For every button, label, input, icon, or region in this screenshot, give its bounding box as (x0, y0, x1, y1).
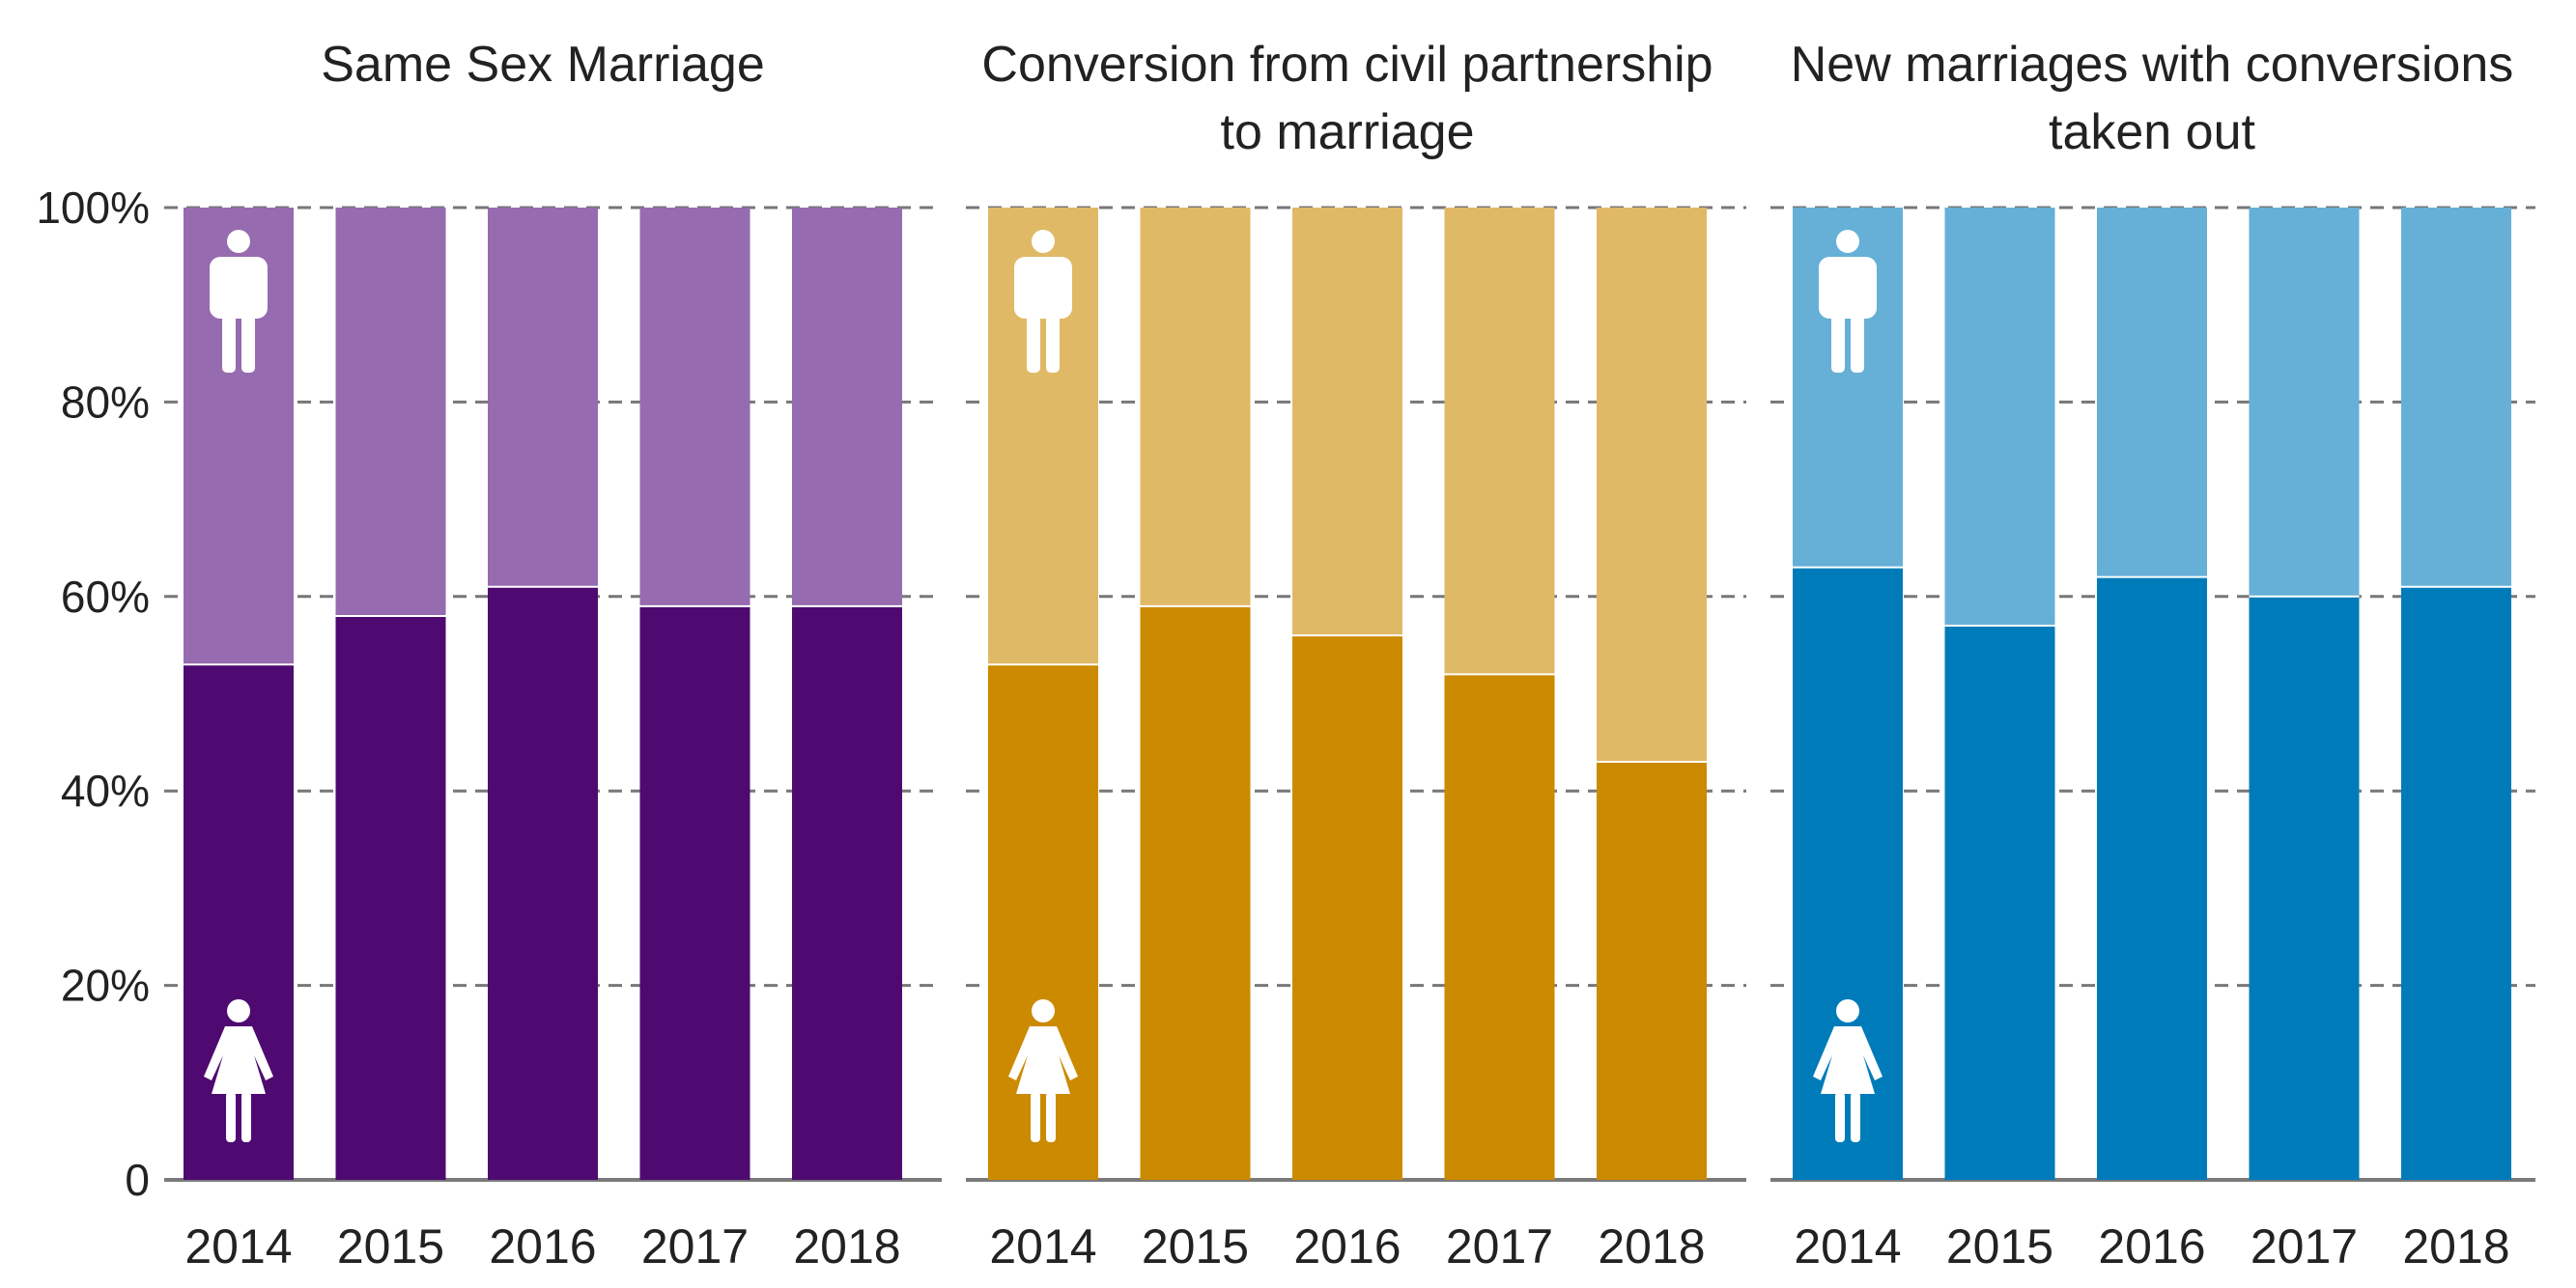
chart-title: Conversion from civil partnership (981, 37, 1713, 93)
bar-segment-female (1944, 626, 2055, 1180)
x-tick-label: 2015 (1142, 1219, 1249, 1274)
bar-segment-female (2249, 596, 2360, 1180)
chart-title: taken out (2049, 104, 2255, 160)
bar-segment-female (335, 615, 446, 1180)
bar-segment-male (2097, 208, 2207, 577)
icon-head (1032, 999, 1055, 1022)
icon-head (1032, 230, 1055, 253)
icon-leg (222, 305, 236, 373)
bar-segment-male (639, 208, 750, 606)
x-tick-label: 2017 (1446, 1219, 1553, 1274)
bar-segment-female (1292, 635, 1402, 1180)
y-tick-label: 40% (61, 766, 150, 816)
x-tick-label: 2017 (2250, 1219, 2358, 1274)
x-tick-label: 2015 (1946, 1219, 2053, 1274)
chart-title: New marriages with conversions (1791, 37, 2514, 93)
x-tick-label: 2016 (2098, 1219, 2205, 1274)
icon-torso (1819, 257, 1877, 319)
bar-segment-male (2401, 208, 2511, 587)
x-tick-label: 2014 (1794, 1219, 1901, 1274)
bar-segment-male (1444, 208, 1555, 675)
x-tick-label: 2017 (641, 1219, 749, 1274)
bar-segment-male (792, 208, 902, 606)
x-tick-label: 2016 (1293, 1219, 1401, 1274)
bar-segment-female (488, 586, 598, 1180)
female-figure-icon (204, 999, 273, 1142)
icon-leg (1027, 305, 1040, 373)
icon-torso (1014, 257, 1072, 319)
icon-torso (210, 257, 268, 319)
icon-dress (1813, 1026, 1882, 1094)
bar-segment-female (639, 605, 750, 1180)
male-figure-icon (1014, 230, 1072, 373)
male-figure-icon (210, 230, 268, 373)
bar-segment-male (488, 208, 598, 587)
bar-segment-female (988, 664, 1098, 1180)
icon-head (227, 230, 250, 253)
icon-leg (1831, 305, 1845, 373)
icon-leg (1046, 1092, 1056, 1142)
y-tick-label: 0 (125, 1155, 150, 1205)
female-figure-icon (1008, 999, 1078, 1142)
x-tick-label: 2018 (2402, 1219, 2509, 1274)
bar-segment-female (1597, 761, 1707, 1180)
chart-title: to marriage (1221, 104, 1475, 160)
bar-segment-female (1140, 605, 1251, 1180)
icon-leg (1851, 305, 1864, 373)
bar-segment-male (1944, 208, 2055, 627)
icon-leg (1046, 305, 1060, 373)
x-tick-label: 2018 (1598, 1219, 1705, 1274)
icon-head (1836, 230, 1859, 253)
x-tick-label: 2014 (184, 1219, 292, 1274)
icon-leg (1851, 1092, 1860, 1142)
icon-head (1836, 999, 1859, 1022)
bar-segment-male (2249, 208, 2360, 597)
male-figure-icon (1819, 230, 1877, 373)
bar-segment-female (792, 605, 902, 1180)
y-tick-label: 80% (61, 377, 150, 427)
icon-dress (204, 1026, 273, 1094)
icon-leg (1031, 1092, 1040, 1142)
icon-leg (226, 1092, 236, 1142)
icon-leg (241, 305, 255, 373)
bar-segment-male (1140, 208, 1251, 606)
icon-leg (241, 1092, 251, 1142)
bar-segment-male (335, 208, 446, 616)
bar-segment-female (2401, 586, 2511, 1180)
y-tick-label: 100% (36, 182, 150, 233)
chart-title: Same Sex Marriage (321, 37, 765, 93)
y-tick-label: 60% (61, 572, 150, 622)
y-tick-label: 20% (61, 961, 150, 1011)
bar-segment-female (1444, 674, 1555, 1180)
bar-segment-male (1292, 208, 1402, 636)
icon-dress (1008, 1026, 1078, 1094)
bar-segment-male (1597, 208, 1707, 762)
x-tick-label: 2018 (793, 1219, 900, 1274)
female-figure-icon (1813, 999, 1882, 1142)
icon-leg (1835, 1092, 1845, 1142)
x-tick-label: 2015 (337, 1219, 444, 1274)
bar-segment-female (2097, 576, 2207, 1180)
bar-segment-female (184, 664, 294, 1180)
icon-head (227, 999, 250, 1022)
x-tick-label: 2016 (489, 1219, 596, 1274)
x-tick-label: 2014 (989, 1219, 1096, 1274)
